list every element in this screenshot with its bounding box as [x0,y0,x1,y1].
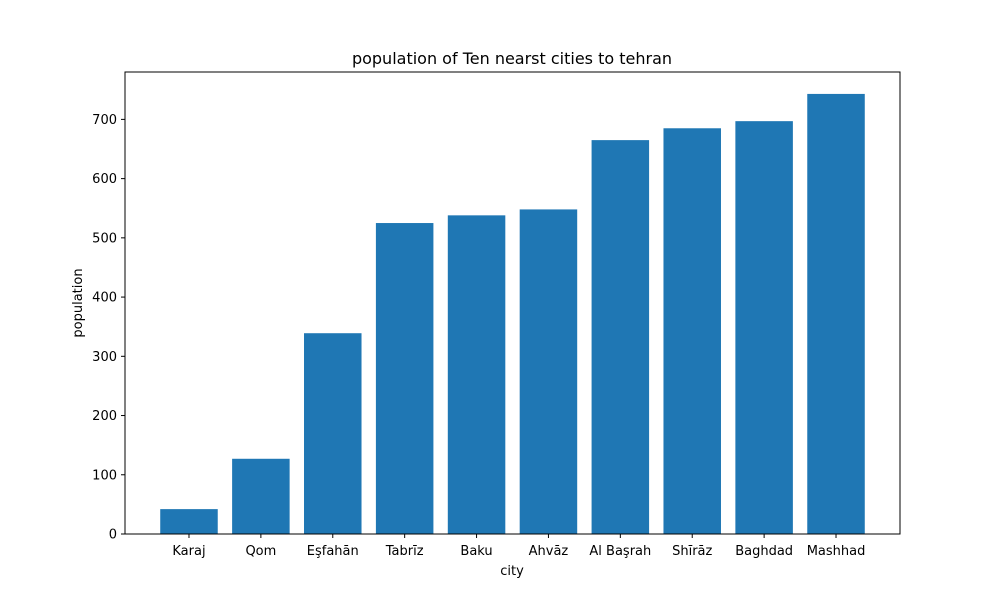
bar-6 [591,140,650,534]
y-axis-label: population [71,268,86,337]
bar-0 [160,509,218,534]
bar-8 [735,121,793,534]
x-tick-label: Mashhad [807,544,866,559]
y-tick-label: 0 [109,528,117,543]
bar-7 [663,128,721,534]
y-tick-label: 600 [92,172,117,187]
x-tick-label: Baghdad [735,544,793,559]
bar-1 [232,458,290,534]
x-tick-label: Qom [245,544,276,559]
bar-5 [519,209,578,535]
plot-frame [124,71,901,535]
x-axis-label: city [500,564,524,579]
bar-2 [304,333,362,534]
x-tick-label: Ahvāz [529,544,569,559]
y-axis-ticks: 0 100 200 300 400 500 600 700 [92,113,125,543]
bar-9 [807,93,865,535]
x-tick-label: Karaj [172,544,205,559]
x-tick-label: Eşfahān [307,544,359,559]
y-tick-label: 400 [92,291,117,306]
bar-3 [375,223,434,535]
x-tick-label: Al Başrah [589,544,651,559]
x-axis-ticks: Karaj Qom Eşfahān Tabrīz Baku Ahvāz Al Başrah S… [172,534,865,559]
y-tick-label: 700 [92,113,117,128]
y-tick-label: 300 [92,350,117,365]
y-tick-label: 500 [92,231,117,246]
y-tick-label: 200 [92,409,117,424]
y-tick-label: 100 [92,468,117,483]
x-tick-label: Tabrīz [385,544,424,559]
x-tick-label: Baku [460,544,492,559]
bars-layer [160,93,865,535]
x-tick-label: Shīrāz [672,544,712,559]
chart-title: population of Ten nearst cities to tehra… [352,49,672,68]
bar-4 [447,215,506,534]
